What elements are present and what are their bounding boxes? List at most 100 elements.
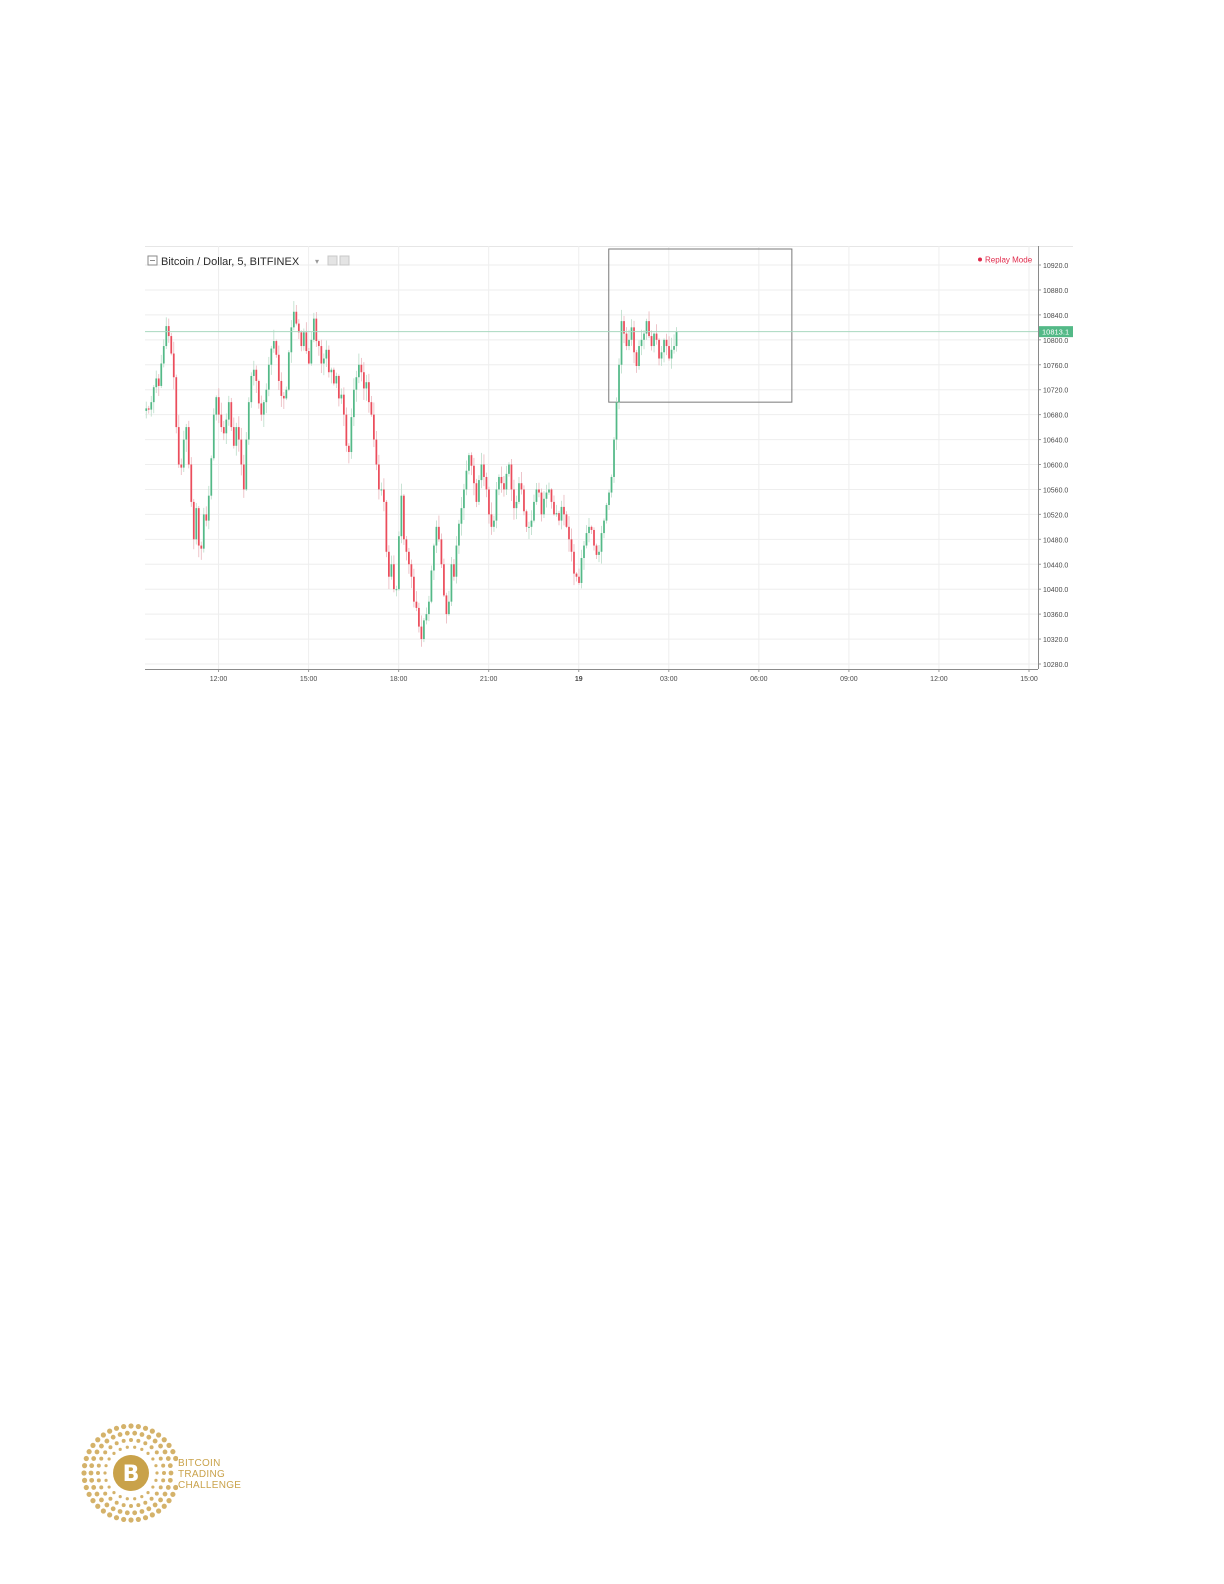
candle-body [550,489,553,502]
candle-body [613,439,615,477]
logo-emblem: B [81,1423,179,1523]
logo-dot [96,1478,101,1483]
candle-body [345,414,348,446]
y-tick-label: 10800.0 [1043,338,1068,345]
logo-dot [83,1484,89,1491]
candle-body [623,321,625,334]
x-tick-label: 15:00 [1020,676,1038,683]
candle-body [668,346,670,359]
y-tick-label: 10600.0 [1043,463,1068,470]
logo-dot [170,1491,176,1497]
candle-body [380,489,383,491]
candle-body [408,551,410,565]
candle-body [317,341,320,347]
candle-body [305,332,308,352]
candle-body [147,408,150,410]
y-tick-label: 10680.0 [1043,413,1068,420]
candle-body [200,545,203,549]
candle-body [215,397,218,415]
candle-body [418,607,420,627]
candle-body [478,480,480,502]
logo-dot [121,1438,126,1443]
candle-body [673,346,675,350]
candle-body [297,323,300,333]
candle-body [277,354,280,381]
x-tick-label: 19 [575,676,583,683]
settings-icon[interactable] [339,255,350,266]
logo-dot [86,1491,92,1497]
candle-body [275,341,278,355]
candle-body [610,476,613,493]
logo-dot [132,1430,138,1436]
candle-body [603,520,605,534]
bitcoin-trading-challenge-logo: B BITCOIN TRADING CHALLENGE [78,1420,248,1530]
y-tick-label: 10320.0 [1043,637,1068,644]
logo-dot [129,1504,133,1508]
candle-body [468,455,470,471]
candle-body [450,564,453,602]
candle-body [430,570,433,602]
candle-body [210,458,213,496]
candle-body [440,539,443,565]
candle-body [443,564,445,596]
logo-dot [112,1491,116,1495]
candle-body [327,349,330,373]
candle-body [292,311,295,328]
candle-body [495,489,498,521]
grid [145,246,1073,669]
candle-body [347,445,350,453]
candle-body [598,551,600,555]
logo-dot [121,1423,127,1430]
logo-dot [107,1512,113,1518]
candle-body [373,414,375,440]
candles [145,301,678,647]
logo-line-2: TRADING [178,1469,226,1480]
y-tick-label: 10440.0 [1043,562,1068,569]
candle-body [405,539,408,552]
logo-dot [140,1495,144,1499]
last-price-label: 10813.1 [1042,328,1069,337]
logo-dot [95,1503,101,1509]
logo-dot [158,1497,163,1503]
candle-body [458,523,460,546]
candle-body [590,526,593,530]
y-tick-label: 10480.0 [1043,537,1068,544]
candle-body [222,427,225,434]
candle-body [530,520,533,527]
logo-dot [167,1477,173,1483]
logo-line-1: BITCOIN [178,1458,221,1469]
logo-dot [162,1471,166,1475]
chevron-down-icon[interactable]: ▾ [315,257,319,266]
candle-body [240,439,243,465]
candle-body [578,576,580,583]
logo-dot [149,1428,155,1434]
logo-dot [142,1515,149,1521]
logo-dot [158,1443,163,1449]
candle-body [533,501,535,521]
logo-dot [113,1425,120,1431]
logo-dot [165,1485,171,1490]
y-tick-label: 10520.0 [1043,512,1068,519]
candle-body [190,464,193,502]
logo-dot [158,1485,163,1490]
logo-dot [104,1438,110,1444]
candle-body [290,327,293,353]
y-tick-label: 10400.0 [1043,587,1068,594]
candle-body [217,397,220,415]
logo-dot [173,1484,179,1491]
logo-dot [96,1463,101,1468]
eye-icon[interactable] [327,255,338,266]
candle-body [175,377,178,428]
candle-body [192,501,195,540]
candle-body [640,339,643,347]
candle-body [312,318,315,340]
candle-body [618,364,620,403]
candle-body [160,363,163,386]
collapse-icon[interactable] [147,255,158,266]
candle-body [285,389,288,399]
logo-dot [121,1503,126,1508]
candle-body [145,408,148,411]
candle-body [553,501,555,515]
candle-body [330,369,333,373]
candle-body [388,551,390,577]
